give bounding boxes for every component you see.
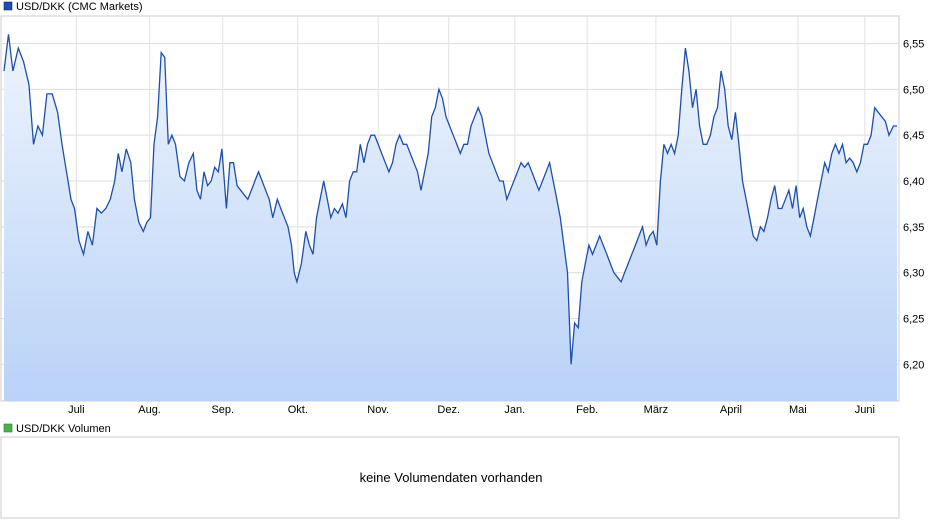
x-axis: Juli Aug. Sep. Okt. Nov. Dez. Jan. Feb. März Apri… bbox=[68, 404, 875, 416]
volume-plot-area bbox=[0, 436, 900, 519]
y-tick-label: 6,55 bbox=[903, 39, 924, 51]
x-tick-label: Aug. bbox=[138, 404, 161, 416]
no-volume-message: keine Volumendaten vorhanden bbox=[360, 470, 543, 485]
x-tick-label: Mai bbox=[789, 404, 807, 416]
volume-legend-label: USD/DKK Volumen bbox=[16, 423, 111, 435]
x-tick-label: Nov. bbox=[367, 404, 389, 416]
x-tick-label: Okt. bbox=[288, 404, 308, 416]
y-tick-label: 6,45 bbox=[903, 130, 924, 142]
x-tick-label: Jan. bbox=[504, 404, 525, 416]
price-legend-label: USD/DKK (CMC Markets) bbox=[16, 1, 143, 13]
volume-legend-swatch bbox=[3, 423, 13, 433]
price-line bbox=[3, 34, 897, 365]
y-tick-label: 6,35 bbox=[903, 222, 924, 234]
x-tick-label: April bbox=[720, 404, 742, 416]
y-tick-label: 6,50 bbox=[903, 84, 924, 96]
x-tick-label: Juni bbox=[855, 404, 875, 416]
y-tick-label: 6,40 bbox=[903, 176, 924, 188]
x-tick-label: Sep. bbox=[211, 404, 234, 416]
y-axis: 6,20 6,25 6,30 6,35 6,40 6,45 6,50 6,55 bbox=[903, 39, 924, 372]
y-tick-label: 6,20 bbox=[903, 359, 924, 371]
x-tick-label: Juli bbox=[68, 404, 85, 416]
x-tick-label: Feb. bbox=[576, 404, 598, 416]
price-area bbox=[4, 34, 897, 402]
y-tick-label: 6,30 bbox=[903, 268, 924, 280]
y-tick-label: 6,25 bbox=[903, 314, 924, 326]
price-legend-swatch bbox=[3, 1, 13, 11]
x-tick-label: März bbox=[644, 404, 668, 416]
x-tick-label: Dez. bbox=[437, 404, 460, 416]
